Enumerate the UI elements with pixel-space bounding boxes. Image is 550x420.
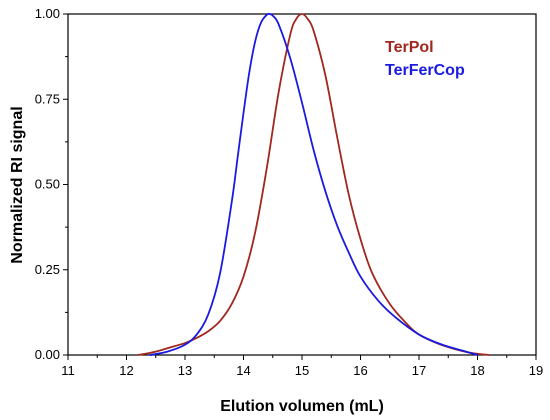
x-tick-label: 18 (470, 363, 484, 378)
y-tick-label: 0.50 (35, 177, 60, 192)
x-tick-label: 13 (178, 363, 192, 378)
x-tick-label: 14 (236, 363, 250, 378)
x-tick-label: 12 (119, 363, 133, 378)
plot-frame (67, 13, 537, 356)
legend-entry-terpol: TerPol (385, 39, 434, 56)
series-line-terpol (137, 13, 491, 356)
x-axis-ticks: 11 12 13 14 15 16 17 18 19 (61, 355, 543, 378)
y-tick-label: 0.25 (35, 262, 60, 277)
series-layer (137, 12, 491, 356)
x-tick-label: 11 (61, 363, 75, 378)
legend: TerPol TerFerCop (385, 39, 465, 79)
x-axis-title: Elution volumen (mL) (220, 398, 384, 415)
y-axis-title: Normalized RI signal (9, 106, 26, 263)
series-line-terfercop (149, 12, 479, 356)
y-tick-label: 0.00 (35, 347, 60, 362)
y-tick-label: 1.00 (35, 6, 60, 21)
x-tick-label: 15 (295, 363, 309, 378)
legend-entry-terfercop: TerFerCop (385, 62, 465, 79)
y-tick-label: 0.75 (35, 91, 60, 106)
x-tick-label: 17 (412, 363, 426, 378)
y-axis-ticks: 0.00 0.25 0.50 0.75 1.00 (35, 6, 68, 362)
x-tick-label: 19 (529, 363, 543, 378)
x-tick-label: 16 (353, 363, 367, 378)
